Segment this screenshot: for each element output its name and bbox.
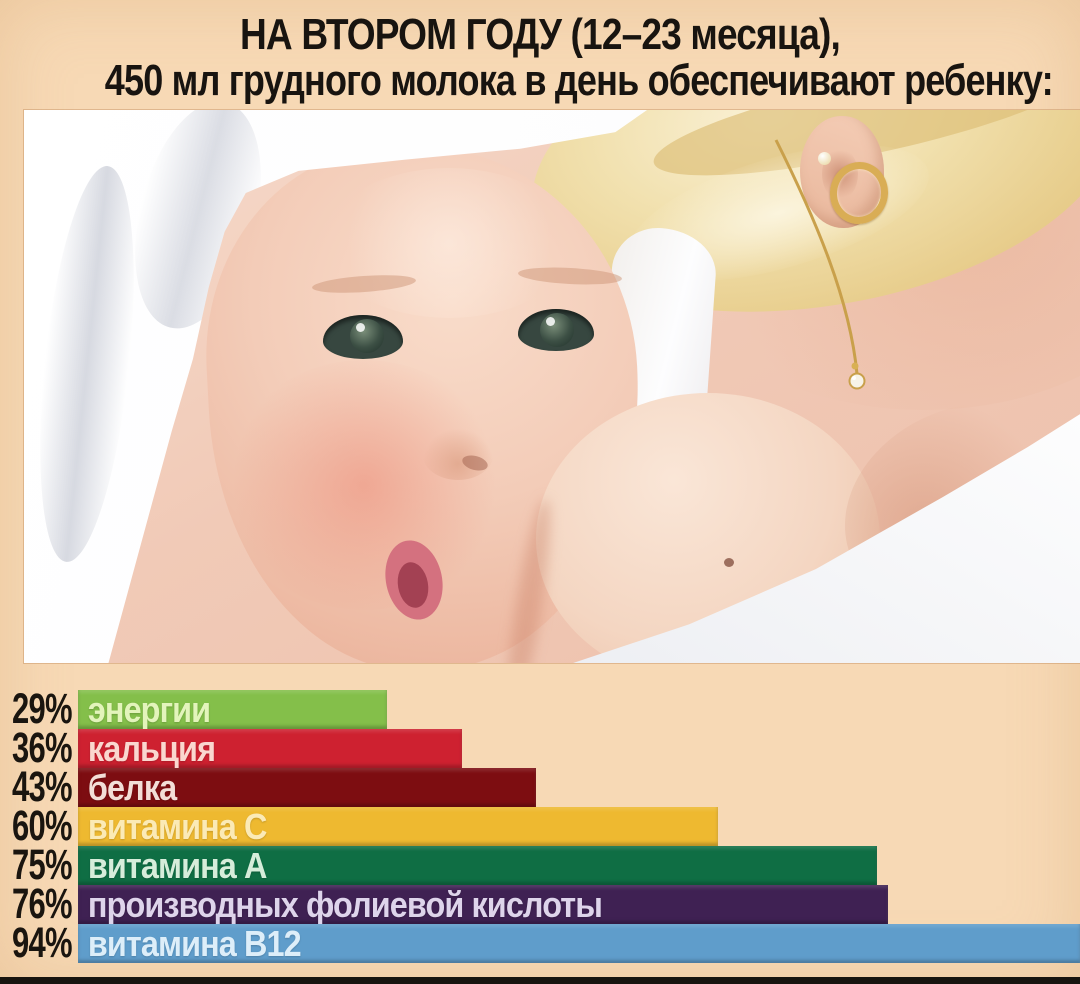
chart-row: 76% производных фолиевой кислоты: [0, 880, 1080, 928]
percent-label: 60%: [12, 802, 73, 850]
bar-track: белка: [78, 768, 1080, 807]
bar-category-label: витамина В12: [87, 923, 302, 964]
bar-category-label: энергии: [87, 689, 211, 730]
bar-track: энергии: [78, 690, 1080, 729]
title-line-2-text: 450 мл грудного молока в день обеспечива…: [104, 56, 1054, 105]
bar-chart: 29% энергии 36% кальция 43% белка 60% ви…: [0, 685, 1080, 967]
percent-label: 29%: [12, 685, 73, 733]
title-line-1-text: НА ВТОРОМ ГОДУ (12–23 месяца),: [239, 10, 841, 59]
chart-row: 29% энергии: [0, 685, 1080, 733]
photo-breastfeeding-mother-and-baby: [24, 110, 1080, 663]
bar-category-label: белка: [87, 767, 177, 808]
title-block: НА ВТОРОМ ГОДУ (12–23 месяца), 450 мл гр…: [0, 12, 1080, 104]
photo-earring-stud: [818, 152, 831, 165]
photo-baby-forehead-highlight: [324, 168, 574, 318]
bar: кальция: [78, 729, 462, 768]
bar: производных фолиевой кислоты: [78, 884, 889, 925]
bar: витамина С: [78, 807, 718, 846]
photo-towel-fold-shadow: [24, 161, 151, 567]
bar-track: витамина В12: [78, 924, 1080, 963]
percent-label: 43%: [12, 763, 73, 811]
bottom-black-strip: [0, 977, 1080, 984]
chart-row: 36% кальция: [0, 724, 1080, 772]
bar: энергии: [78, 689, 388, 730]
photo-baby-nose-shadow: [422, 426, 494, 480]
bar: витамина А: [78, 845, 878, 886]
photo-gold-necklace: [774, 139, 866, 390]
bar-track: витамина С: [78, 807, 1080, 846]
photo-baby-iris-right: [540, 313, 574, 347]
bar-track: витамина А: [78, 846, 1080, 885]
photo-eye-glint-left: [356, 323, 365, 332]
bar-track: кальция: [78, 729, 1080, 768]
bar-category-label: витамина С: [87, 806, 268, 847]
photo-eye-glint-right: [546, 317, 555, 326]
bar-category-label: витамина А: [87, 845, 268, 886]
percent-label: 76%: [12, 880, 73, 928]
chart-row: 75% витамина А: [0, 841, 1080, 889]
bar-category-label: кальция: [87, 728, 216, 769]
photo-chest-mole: [724, 558, 734, 567]
percent-label: 36%: [12, 724, 73, 772]
title-line-2: 450 мл грудного молока в день обеспечива…: [0, 58, 1080, 104]
percent-label: 94%: [12, 919, 73, 967]
chart-row: 60% витамина С: [0, 802, 1080, 850]
photo-baby-rosy-cheek: [224, 360, 504, 610]
bar-category-label: производных фолиевой кислоты: [87, 884, 603, 925]
bar: белка: [78, 767, 537, 808]
bar: витамина В12: [78, 924, 1080, 963]
bar-track: производных фолиевой кислоты: [78, 885, 1080, 924]
chart-row: 43% белка: [0, 763, 1080, 811]
photo-baby-iris-left: [350, 319, 384, 353]
chart-row: 94% витамина В12: [0, 919, 1080, 967]
percent-label: 75%: [12, 841, 73, 889]
title-line-1: НА ВТОРОМ ГОДУ (12–23 месяца),: [0, 12, 1080, 58]
